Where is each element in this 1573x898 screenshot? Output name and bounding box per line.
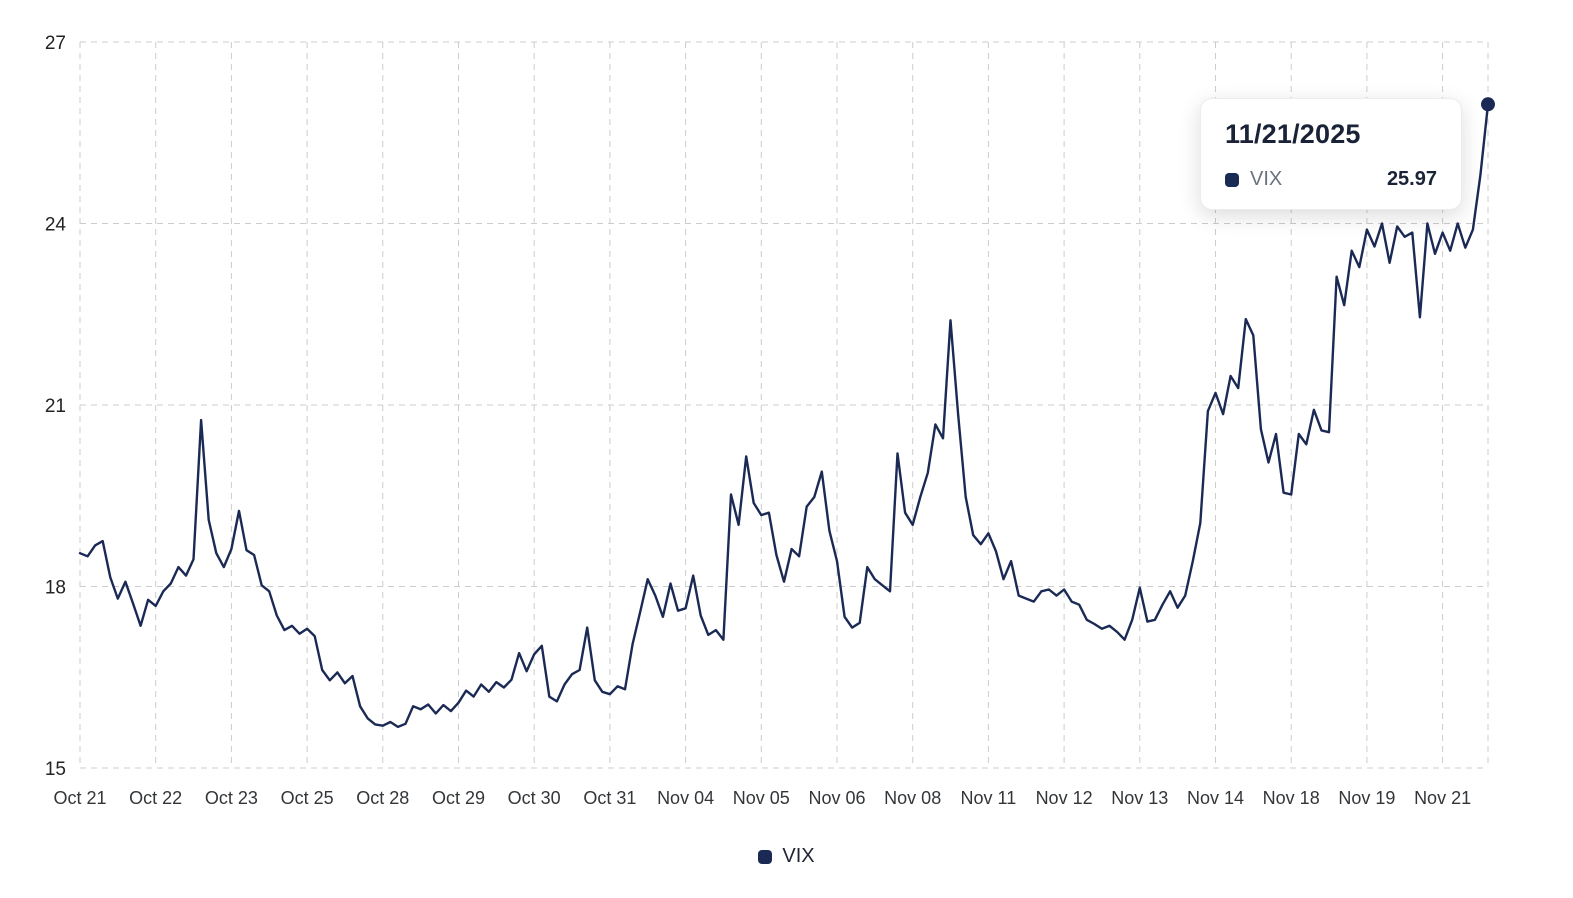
- legend-label-vix: VIX: [782, 845, 815, 867]
- svg-text:Oct 23: Oct 23: [205, 788, 258, 808]
- svg-text:Nov 12: Nov 12: [1036, 788, 1093, 808]
- svg-text:15: 15: [45, 759, 66, 780]
- svg-text:Nov 13: Nov 13: [1111, 788, 1168, 808]
- svg-text:Nov 08: Nov 08: [884, 788, 941, 808]
- tooltip-series-value: 25.97: [1386, 168, 1437, 190]
- svg-text:Nov 14: Nov 14: [1187, 788, 1244, 808]
- svg-text:Nov 18: Nov 18: [1263, 788, 1320, 808]
- tooltip-series-row: VIX 25.97: [1225, 168, 1437, 191]
- vix-line-chart[interactable]: 15 18 21 24 27 Oct 21 Oct 22 Oct 23 Oct 25 Oct 28…: [0, 0, 1573, 820]
- svg-text:Nov 05: Nov 05: [733, 788, 790, 808]
- svg-text:Oct 22: Oct 22: [129, 788, 182, 808]
- svg-text:Oct 31: Oct 31: [583, 788, 636, 808]
- svg-text:Nov 21: Nov 21: [1414, 788, 1471, 808]
- svg-text:Oct 30: Oct 30: [508, 788, 561, 808]
- chart-legend[interactable]: VIX: [0, 845, 1573, 868]
- svg-text:Oct 29: Oct 29: [432, 788, 485, 808]
- vix-series-swatch-icon: [1225, 172, 1239, 187]
- svg-text:Nov 04: Nov 04: [657, 788, 714, 808]
- tooltip-series-label: VIX: [1250, 168, 1283, 190]
- svg-text:21: 21: [45, 396, 66, 417]
- svg-text:Nov 06: Nov 06: [808, 788, 865, 808]
- chart-tooltip: 11/21/2025 VIX 25.97: [1200, 98, 1462, 210]
- svg-text:Oct 21: Oct 21: [53, 788, 106, 808]
- svg-text:27: 27: [45, 33, 66, 54]
- svg-text:Oct 28: Oct 28: [356, 788, 409, 808]
- svg-text:Oct 25: Oct 25: [281, 788, 334, 808]
- svg-text:Nov 19: Nov 19: [1338, 788, 1395, 808]
- svg-text:Nov 11: Nov 11: [961, 788, 1017, 808]
- chart-container: 15 18 21 24 27 Oct 21 Oct 22 Oct 23 Oct 25 Oct 28…: [0, 0, 1573, 820]
- svg-text:24: 24: [45, 215, 67, 236]
- legend-swatch-icon: [758, 849, 773, 864]
- svg-text:18: 18: [45, 578, 66, 599]
- tooltip-date: 11/21/2025: [1225, 119, 1361, 149]
